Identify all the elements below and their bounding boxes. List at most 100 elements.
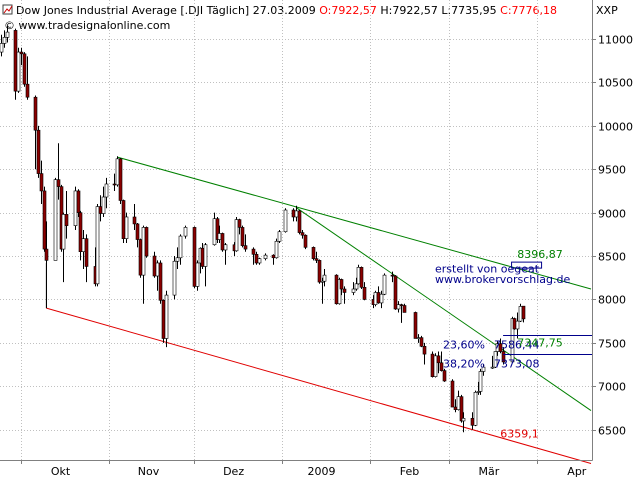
candle-body-up [223,244,228,251]
candle [453,399,458,413]
candle-body-up [518,306,523,322]
marker-box [511,261,543,269]
candle [439,351,444,372]
candle [104,177,109,209]
candle-body-down [144,227,149,257]
candle-body-up [234,219,239,252]
candle-body-down [450,380,455,408]
candle-body-up [195,262,200,287]
candle-body-down [390,274,395,277]
fib-level-value: 7373,08 [494,358,540,371]
candle-body-down [220,233,225,251]
trendline-red [46,307,592,464]
header-close: C:7776,18 [497,4,557,17]
candle-body-down [158,262,163,301]
candle-body-down [78,212,83,252]
candle-body-up [183,227,188,237]
candle [220,232,225,252]
candle [271,254,276,265]
candle-body-up [0,43,4,53]
y-tick-label: 9500 [598,164,626,177]
candle-body-up [104,183,109,198]
candle-body-down [359,267,364,288]
candle-body-up [433,355,438,377]
candle [257,257,262,265]
candle [521,305,526,323]
candle [362,282,367,301]
candle [84,234,89,283]
candle [512,317,517,330]
candle-body-down [240,227,245,246]
candle-body-down [453,406,458,410]
candle-body-down [297,210,302,233]
candle [64,190,69,239]
candle-body-down [98,206,103,214]
candle-body-up [416,337,421,339]
candle-body-up [141,227,146,276]
candle-body-down [362,286,367,300]
candle-body-up [124,216,129,239]
candle-body-down [138,239,143,276]
y-tick-label: 11000 [598,34,633,47]
trendline-green [295,207,592,411]
candle-body-down [33,96,38,131]
candle [164,290,169,348]
candle-body-down [56,179,61,187]
candle-body-down [339,279,344,290]
candle [115,156,120,187]
candle-body-up [155,262,160,277]
candle [515,312,520,339]
candle-body-down [251,248,256,255]
candle-body-up [283,209,288,233]
candle [132,203,137,230]
candle-body-down [470,418,475,426]
candle-body-down [132,216,137,225]
candle-body-down [237,219,242,228]
candle-body-up [61,214,66,250]
candle-body-up [351,288,356,293]
y-tick-label: 8000 [598,294,626,307]
candle-body-down [436,355,441,364]
candle [155,260,160,291]
annotation: 8396,87 [517,248,563,261]
candle [274,238,279,259]
candles [0,26,526,433]
x-tick-label: Apr [567,465,587,478]
candle-body-up [263,254,268,259]
candle-body-down [300,232,305,236]
candle [300,230,305,239]
annotations: 23,60% 7586,44 38,20% 7373,08 8396,87 7347,75… [435,248,592,440]
candle [291,208,296,222]
header-open: O:7922,57 [319,4,377,17]
y-tick-label: 8500 [598,251,626,264]
candle [2,30,7,48]
candle [436,351,441,374]
candle [178,234,183,265]
candle [254,251,259,265]
candle [33,95,38,170]
candle [356,264,361,285]
candle-body-up [53,179,58,261]
candle [101,186,106,217]
header-copyright: © www.tradesignalonline.com [4,19,170,32]
annotation: 6359,1 [500,427,539,440]
candle-body-down [64,214,69,226]
candle-body-down [42,190,47,250]
y-tick-label: 7000 [598,381,626,394]
candle [192,226,197,289]
candle [459,394,464,423]
candle [212,212,217,246]
candle-body-down [442,370,447,382]
candle [13,28,18,100]
candle [399,303,404,323]
candle-body-up [5,31,10,38]
x-tick-label: Mär [479,465,500,478]
candle [442,368,447,382]
candle [263,253,268,261]
candle [518,303,523,322]
candle [144,226,149,258]
candle [373,290,378,307]
annotation: erstellt von oegeat [435,263,540,276]
candle-body-down [430,353,435,377]
